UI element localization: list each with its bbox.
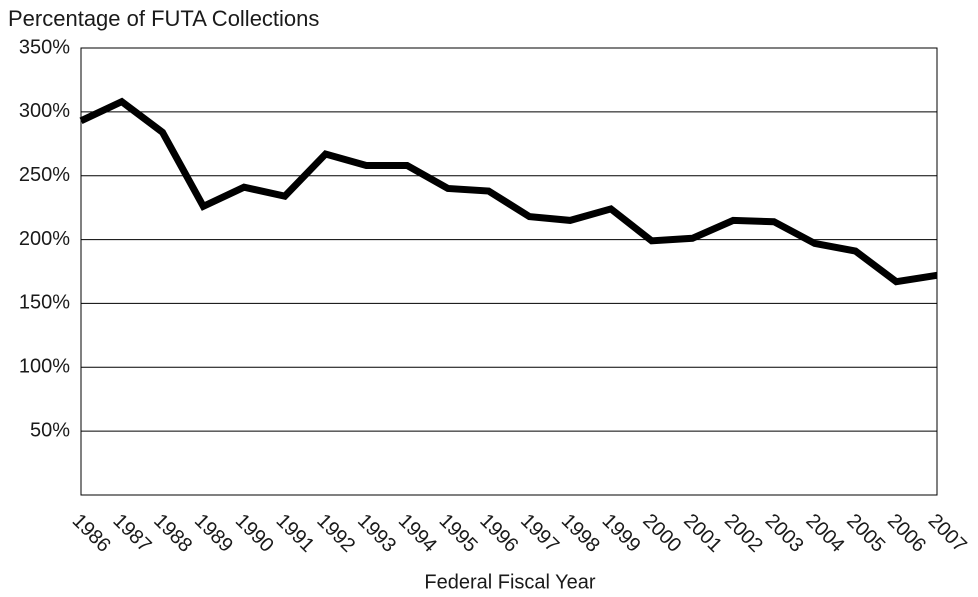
x-tick-label: 1994 (394, 510, 441, 557)
y-tick-label: 50% (30, 419, 70, 441)
x-tick-label: 1992 (312, 510, 359, 557)
chart-title: Percentage of FUTA Collections (8, 6, 319, 31)
x-tick-label: 1993 (353, 510, 400, 557)
y-tick-label: 150% (19, 292, 70, 314)
x-axis-label: Federal Fiscal Year (424, 571, 596, 593)
x-tick-label: 2001 (679, 510, 726, 557)
x-tick-label: 1995 (435, 510, 482, 557)
x-tick-label: 1990 (231, 510, 278, 557)
x-tick-label: 1988 (149, 510, 196, 557)
x-tick-label: 1996 (475, 510, 522, 557)
x-tick-label: 2000 (638, 510, 685, 557)
y-tick-label: 100% (19, 356, 70, 378)
x-tick-label: 2003 (761, 510, 808, 557)
x-tick-label: 1989 (190, 510, 237, 557)
plot-frame (80, 47, 938, 496)
x-tick-label: 1997 (516, 510, 563, 557)
x-tick-label: 2002 (720, 510, 767, 557)
data-line (79, 97, 938, 286)
y-tick-label: 300% (19, 100, 70, 122)
y-tick-label: 200% (19, 228, 70, 250)
x-tick-label: 2004 (801, 510, 848, 557)
x-tick-label: 2005 (842, 510, 889, 557)
x-tick-label: 2006 (883, 510, 930, 557)
x-tick-label: 1999 (598, 510, 645, 557)
x-tick-label: 2007 (924, 510, 971, 557)
y-tick-label: 250% (19, 164, 70, 186)
y-tick-label: 350% (19, 36, 70, 58)
x-tick-label: 1987 (108, 510, 155, 557)
x-tick-label: 1991 (272, 510, 319, 557)
x-tick-label: 1986 (68, 510, 115, 557)
x-tick-label: 1998 (557, 510, 604, 557)
